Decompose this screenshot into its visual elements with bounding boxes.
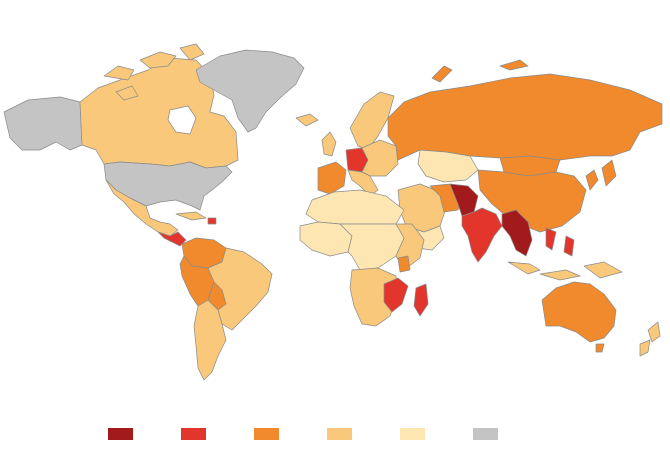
legend-swatch-2 [181,428,206,440]
region-north-africa [305,189,405,225]
region-india [461,207,503,263]
region-mozambique-zimbabwe [383,277,409,313]
region-usa [103,161,233,211]
region-australia [541,281,617,343]
region-madagascar [413,283,429,317]
region-greenland [195,49,305,133]
region-mexico [105,179,179,237]
region-uk [321,131,337,157]
legend [108,428,498,440]
region-china [477,169,587,233]
legend-swatch-6 [473,428,498,440]
region-tasmania [595,343,605,353]
region-southeast-asia [501,209,533,257]
region-central-america [157,231,187,247]
region-scandinavia [349,91,395,151]
region-korea-japan [585,159,617,191]
region-russia [387,73,663,161]
region-indonesia [507,261,623,281]
region-cuba [175,211,207,221]
region-kazakhstan [417,149,479,183]
region-new-zealand [639,321,661,357]
legend-swatch-5 [400,428,425,440]
region-canada-islands [103,43,205,101]
region-southern-africa [349,267,399,327]
region-central-africa [339,223,405,271]
legend-swatch-3 [254,428,279,440]
region-argentina-chile [193,299,227,381]
region-alaska [3,96,83,151]
legend-swatch-4 [327,428,352,440]
region-vietnam-philippines [545,227,575,257]
region-iceland [295,113,319,127]
region-hudson-bay [167,105,197,135]
region-eastern-europe [361,139,399,177]
region-haiti [207,217,217,225]
region-france-iberia [317,161,347,195]
region-novaya-zemlya [431,59,529,83]
legend-swatch-1 [108,428,133,440]
region-kenya [397,255,411,273]
